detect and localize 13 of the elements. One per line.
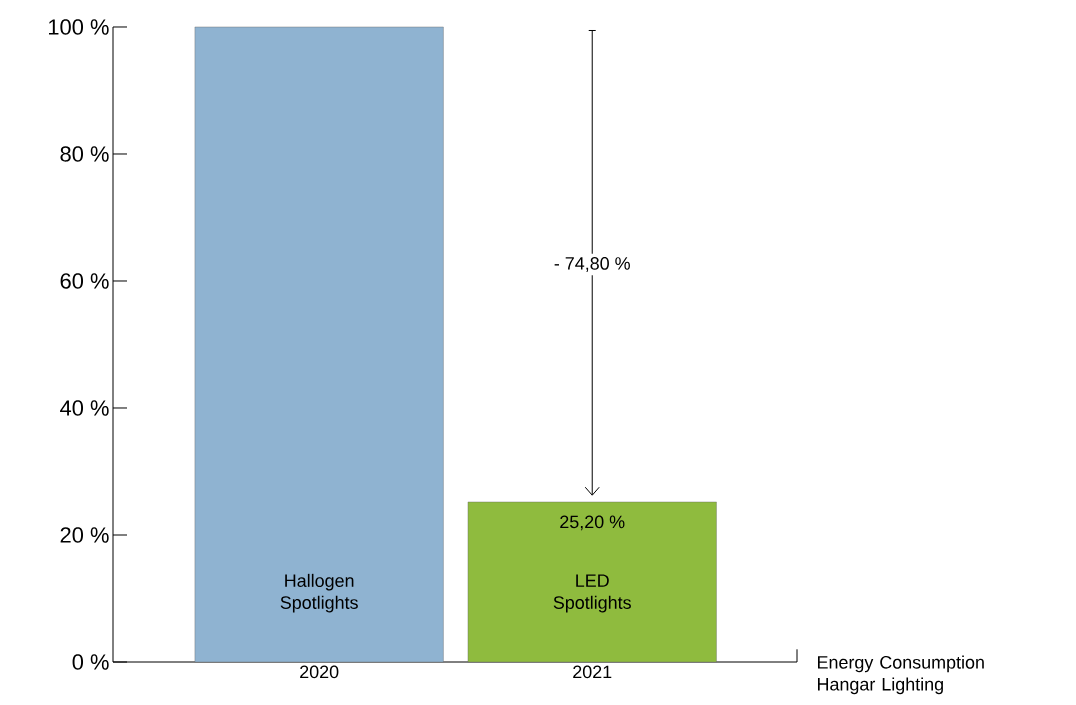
annotation: LED Spotlights (553, 574, 631, 613)
x-tick-label: 2021 (573, 665, 612, 679)
x-tick-label: 2020 (300, 665, 339, 679)
annotation: - 74,80 % (554, 257, 630, 272)
y-tick-label: 40 % (60, 400, 109, 416)
y-tick-label: 60 % (60, 273, 109, 289)
data-label: 25,20 % (560, 515, 625, 531)
y-tick-label: 100 % (49, 19, 109, 35)
x-axis-title: Energy Consumption Hangar Lighting (818, 655, 984, 695)
annotation: Hallogen Spotlights (280, 573, 358, 613)
y-tick-label: 20 % (60, 527, 109, 543)
y-tick-label: 80 % (60, 146, 109, 162)
y-tick-label: 0 % (72, 654, 109, 670)
